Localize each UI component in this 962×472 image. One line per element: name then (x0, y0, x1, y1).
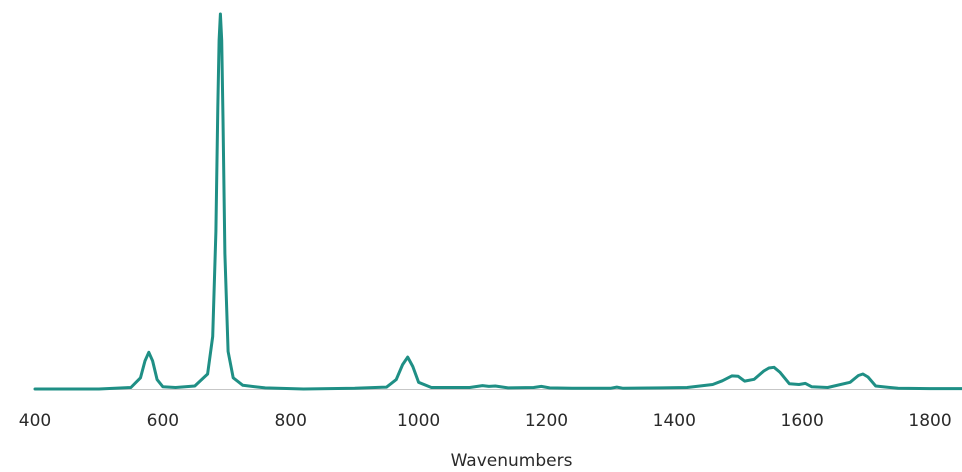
spectrum-line (33, 12, 962, 391)
x-axis-ticks: 400 600 800 1000 1200 1400 1600 1800 (19, 411, 952, 431)
x-tick-label-1200: 1200 (525, 411, 568, 431)
x-tick-label-1600: 1600 (781, 411, 824, 431)
x-tick-label-600: 600 (147, 411, 179, 431)
x-tick-label-1400: 1400 (653, 411, 696, 431)
x-tick-label-800: 800 (274, 411, 306, 431)
x-axis-title: Wavenumbers (451, 451, 573, 471)
x-tick-label-1800: 1800 (908, 411, 951, 431)
x-tick-label-1000: 1000 (397, 411, 440, 431)
x-tick-label-400: 400 (19, 411, 51, 431)
